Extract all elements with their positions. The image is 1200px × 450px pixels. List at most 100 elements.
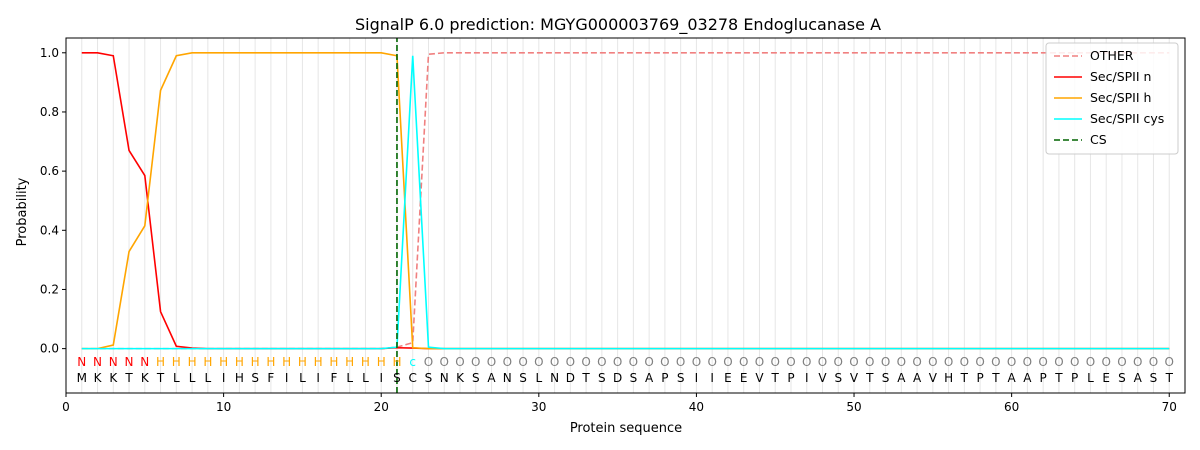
residue-letter: I — [379, 371, 383, 385]
residue-label: c — [409, 355, 416, 369]
residue-letter: I — [285, 371, 289, 385]
residue-label: O — [629, 355, 638, 369]
residue-letter: E — [724, 371, 732, 385]
y-tick-label: 0.6 — [40, 164, 59, 178]
series-line-other — [81, 51, 1170, 350]
legend: OTHER Sec/SPII n Sec/SPII h Sec/SPII cys CS — [1045, 42, 1179, 155]
legend-box — [1045, 42, 1179, 155]
residue-label: O — [912, 355, 921, 369]
residue-letter: A — [645, 371, 654, 385]
residue-label: H — [314, 355, 323, 369]
residue-label: O — [960, 355, 969, 369]
residue-letter: L — [173, 371, 180, 385]
residue-label: H — [172, 355, 181, 369]
residue-label: O — [975, 355, 984, 369]
residue-label: O — [534, 355, 543, 369]
y-tick-label: 0.0 — [40, 342, 59, 356]
residue-letter: H — [944, 371, 953, 385]
residue-label: H — [329, 355, 338, 369]
residue-letter: K — [141, 371, 150, 385]
x-tick-label: 10 — [216, 400, 231, 414]
residue-letter: F — [330, 371, 337, 385]
residue-letter: A — [897, 371, 906, 385]
residue-label: O — [1149, 355, 1158, 369]
legend-label: OTHER — [1090, 48, 1134, 63]
residue-label: O — [802, 355, 811, 369]
x-tick-label: 70 — [1162, 400, 1177, 414]
residue-label: O — [739, 355, 748, 369]
residue-letter: T — [1054, 371, 1063, 385]
residue-letter: V — [818, 371, 827, 385]
x-tick-label: 30 — [531, 400, 546, 414]
residue-letter: L — [299, 371, 306, 385]
residue-label: O — [692, 355, 701, 369]
residue-label: H — [219, 355, 228, 369]
residue-letter: S — [251, 371, 259, 385]
residue-letter: I — [222, 371, 226, 385]
residue-label: O — [644, 355, 653, 369]
residue-label: O — [566, 355, 575, 369]
residue-label: O — [1007, 355, 1016, 369]
legend-label: CS — [1090, 132, 1107, 147]
residue-letter: S — [598, 371, 606, 385]
residue-letter: T — [1165, 371, 1174, 385]
plot-frame — [65, 37, 1186, 394]
residue-label: H — [345, 355, 354, 369]
residue-label: H — [188, 355, 197, 369]
residue-label: H — [298, 355, 307, 369]
residue-letter: S — [630, 371, 638, 385]
residue-letter: S — [425, 371, 433, 385]
residue-letter: V — [755, 371, 764, 385]
x-axis-label: Protein sequence — [570, 421, 682, 436]
residue-label: O — [518, 355, 527, 369]
residue-letter: P — [1040, 371, 1047, 385]
residue-label: O — [1117, 355, 1126, 369]
residue-letter: T — [771, 371, 780, 385]
residue-letter: P — [787, 371, 794, 385]
legend-label: Sec/SPII cys — [1090, 111, 1164, 126]
series-line-sec-spii-cys — [81, 55, 1170, 350]
residue-label: O — [849, 355, 858, 369]
residue-label: O — [1133, 355, 1142, 369]
x-tick-label: 0 — [62, 400, 70, 414]
residue-label: H — [392, 355, 401, 369]
residue-letter: H — [235, 371, 244, 385]
residue-letter: S — [1150, 371, 1158, 385]
residue-letter: V — [929, 371, 938, 385]
residue-letter: L — [535, 371, 542, 385]
residue-label: O — [676, 355, 685, 369]
legend-label: Sec/SPII n — [1090, 69, 1151, 84]
residue-label: H — [266, 355, 275, 369]
residue-letter: D — [566, 371, 575, 385]
residue-letter: P — [661, 371, 668, 385]
residue-label: O — [440, 355, 449, 369]
residue-letter: I — [695, 371, 699, 385]
residue-label: H — [251, 355, 260, 369]
residue-letter: K — [94, 371, 103, 385]
residue-letter: T — [991, 371, 1000, 385]
residue-label: H — [235, 355, 244, 369]
residue-label: O — [613, 355, 622, 369]
residue-label: O — [455, 355, 464, 369]
series-line-sec-spii-n — [81, 51, 1170, 350]
chart-title: SignalP 6.0 prediction: MGYG000003769_03… — [355, 15, 881, 35]
residue-letter: T — [865, 371, 874, 385]
residue-letter: T — [960, 371, 969, 385]
residue-label: O — [1101, 355, 1110, 369]
residue-label: H — [377, 355, 386, 369]
residue-letter: A — [1008, 371, 1017, 385]
residue-label: O — [503, 355, 512, 369]
y-tick-label: 0.8 — [40, 105, 59, 119]
residue-letter: S — [393, 371, 401, 385]
residue-label: O — [1038, 355, 1047, 369]
residue-letter: E — [740, 371, 748, 385]
residue-label: O — [471, 355, 480, 369]
residue-label: O — [1165, 355, 1174, 369]
residue-letter: I — [805, 371, 809, 385]
residue-letter: M — [77, 371, 87, 385]
residue-label: N — [140, 355, 149, 369]
residue-label: O — [928, 355, 937, 369]
residue-letter: S — [882, 371, 890, 385]
y-axis-label: Probability — [15, 177, 30, 246]
residue-label: O — [991, 355, 1000, 369]
